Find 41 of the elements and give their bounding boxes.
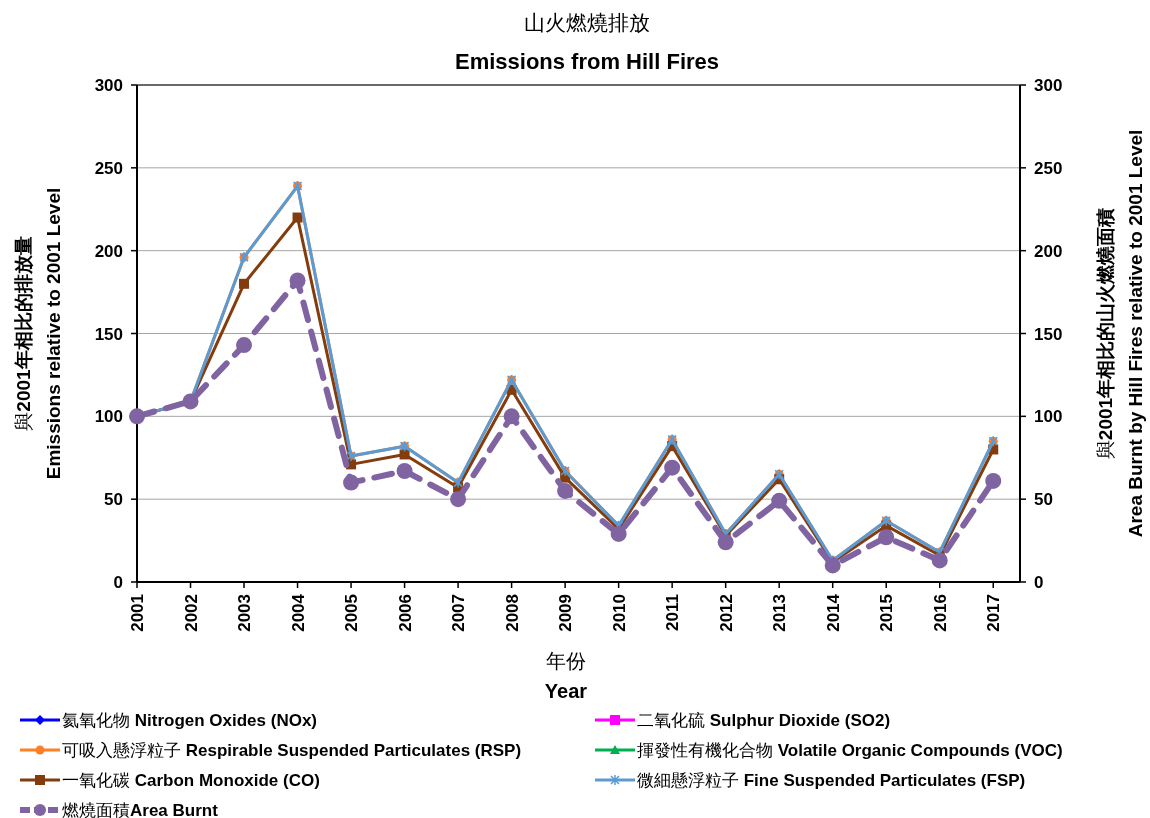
legend-label: 微細懸浮粒子 Fine Suspended Particulates (FSP) bbox=[637, 771, 1026, 790]
x-tick-label: 2012 bbox=[716, 594, 736, 632]
x-tick-label: 2002 bbox=[181, 594, 201, 632]
x-tick-label: 2004 bbox=[288, 593, 308, 632]
x-tick-label: 2006 bbox=[395, 594, 415, 632]
x-tick-label: 2005 bbox=[342, 594, 362, 632]
legend-label: 氦氧化物 Nitrogen Oxides (NOx) bbox=[62, 711, 318, 730]
chart-subtitle: Emissions from Hill Fires bbox=[454, 49, 720, 74]
y2-tick-label: 150 bbox=[1034, 324, 1063, 344]
y2-tick-label: 200 bbox=[1034, 241, 1063, 261]
y2-tick-label: 100 bbox=[1034, 407, 1063, 427]
y-tick-label: 150 bbox=[94, 324, 123, 344]
legend-label: 一氧化碳 Carbon Monoxide (CO) bbox=[62, 771, 320, 790]
x-tick-label: 2014 bbox=[823, 593, 843, 632]
y-tick-label: 100 bbox=[94, 407, 123, 427]
x-tick-label: 2016 bbox=[930, 594, 950, 632]
x-tick-label: 2007 bbox=[449, 594, 469, 632]
x-tick-label: 2011 bbox=[663, 594, 683, 631]
y-tick-label: 250 bbox=[94, 158, 123, 178]
x-tick-label: 2010 bbox=[609, 594, 629, 632]
x-tick-label: 2015 bbox=[877, 594, 897, 632]
legend-label: 燃燒面積Area Burnt bbox=[62, 801, 219, 818]
legend-label: 揮發性有機化合物 Volatile Organic Compounds (VOC) bbox=[637, 741, 1063, 760]
x-axis-title: 年份 Year bbox=[544, 650, 588, 702]
chart-title: 山火燃燒排放 bbox=[524, 11, 650, 34]
y-tick-label: 50 bbox=[104, 490, 123, 510]
y2-tick-label: 300 bbox=[1034, 76, 1063, 95]
legend-label: 二氧化硫 Sulphur Dioxide (SO2) bbox=[637, 711, 891, 730]
x-tick-label: 2017 bbox=[984, 594, 1004, 632]
x-tick-label: 2008 bbox=[502, 594, 522, 632]
y-tick-label: 0 bbox=[113, 573, 123, 592]
y-tick-label: 200 bbox=[94, 241, 123, 261]
y2-tick-label: 250 bbox=[1034, 158, 1063, 178]
legend-label: 可吸入懸浮粒子 Respirable Suspended Particulates (RSP) bbox=[62, 741, 522, 760]
y-tick-label: 300 bbox=[94, 76, 123, 95]
y2-tick-label: 0 bbox=[1034, 573, 1044, 592]
y2-tick-label: 50 bbox=[1034, 490, 1053, 510]
x-tick-label: 2003 bbox=[235, 594, 255, 632]
x-tick-label: 2013 bbox=[770, 594, 790, 632]
x-tick-label: 2009 bbox=[556, 594, 576, 632]
x-tick-label: 2001 bbox=[128, 594, 147, 632]
